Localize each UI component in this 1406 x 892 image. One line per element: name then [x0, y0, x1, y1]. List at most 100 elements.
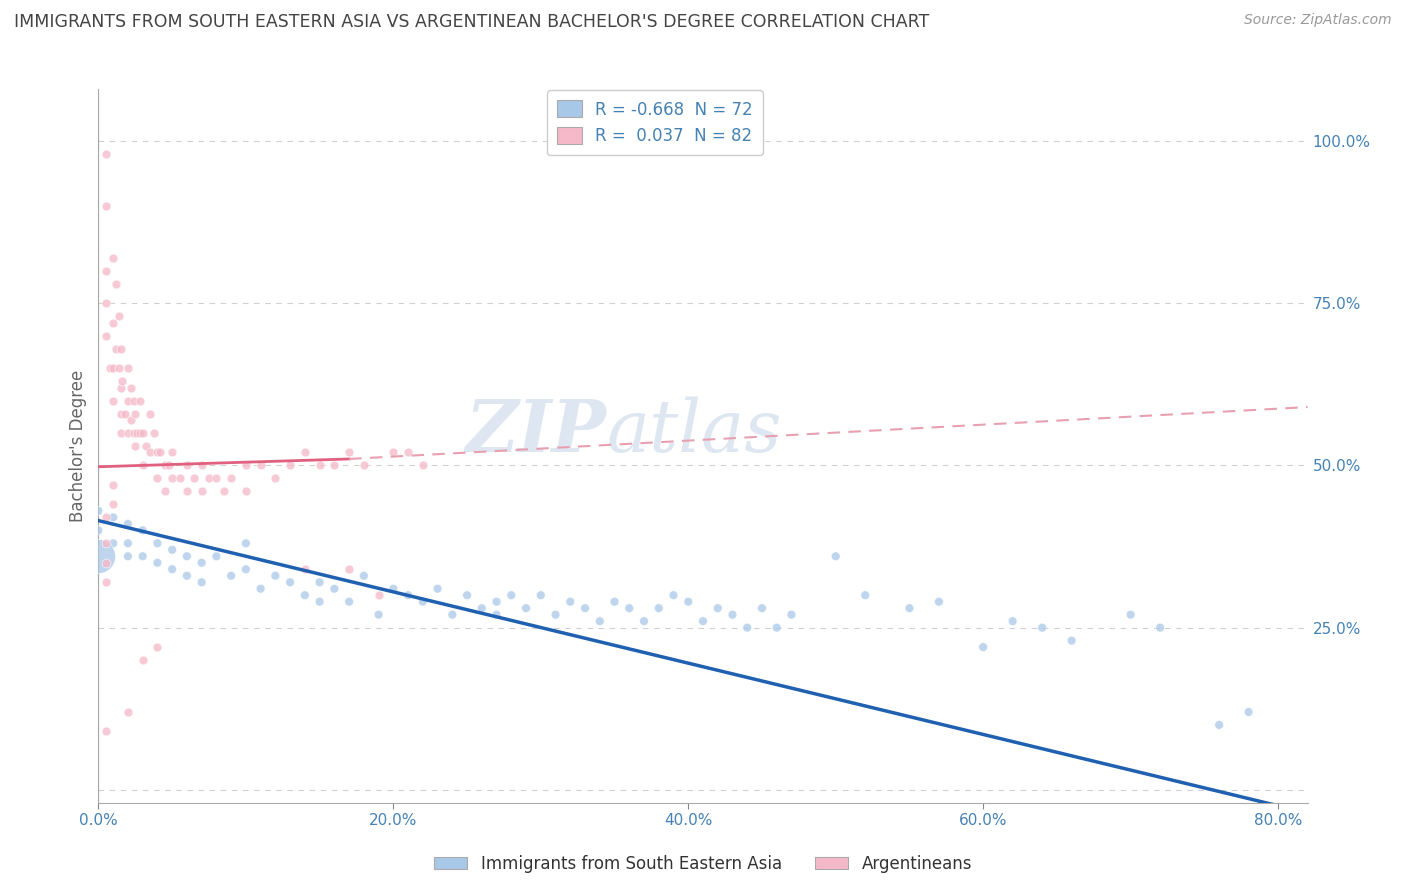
Point [353, 458, 375, 473]
Point [353, 568, 375, 582]
Point [124, 407, 146, 421]
Point [574, 601, 596, 615]
Point [94, 264, 117, 278]
Point [485, 607, 508, 622]
Point [108, 361, 131, 376]
Point [117, 705, 139, 719]
Point [678, 595, 700, 609]
Point [117, 549, 139, 564]
Point [131, 524, 153, 538]
Text: ZIP: ZIP [465, 396, 606, 467]
Point [176, 568, 198, 582]
Point [294, 588, 316, 602]
Point [367, 607, 389, 622]
Point [176, 484, 198, 499]
Text: atlas: atlas [606, 396, 782, 467]
Point [928, 595, 950, 609]
Point [219, 568, 242, 582]
Point [972, 640, 994, 654]
Point [589, 614, 612, 628]
Point [94, 556, 117, 570]
Point [117, 393, 139, 408]
Point [308, 595, 330, 609]
Point [131, 458, 153, 473]
Point [110, 381, 132, 395]
Point [117, 536, 139, 550]
Point [337, 595, 360, 609]
Point [101, 316, 124, 330]
Point [501, 588, 523, 602]
Point [101, 478, 124, 492]
Point [1208, 718, 1230, 732]
Point [146, 445, 169, 459]
Point [117, 516, 139, 531]
Point [1119, 607, 1142, 622]
Point [382, 582, 405, 596]
Point [128, 393, 150, 408]
Point [1031, 621, 1053, 635]
Point [205, 549, 228, 564]
Point [1001, 614, 1024, 628]
Point [94, 328, 117, 343]
Point [146, 640, 169, 654]
Point [235, 484, 257, 499]
Point [471, 601, 494, 615]
Point [396, 445, 419, 459]
Point [190, 484, 212, 499]
Point [146, 471, 169, 485]
Point [190, 458, 212, 473]
Point [249, 458, 271, 473]
Point [146, 556, 169, 570]
Point [139, 407, 162, 421]
Point [131, 653, 153, 667]
Point [111, 374, 134, 388]
Text: IMMIGRANTS FROM SOUTH EASTERN ASIA VS ARGENTINEAN BACHELOR'S DEGREE CORRELATION : IMMIGRANTS FROM SOUTH EASTERN ASIA VS AR… [14, 13, 929, 31]
Point [183, 471, 205, 485]
Point [898, 601, 921, 615]
Point [603, 595, 626, 609]
Point [94, 510, 117, 524]
Point [765, 621, 787, 635]
Point [87, 524, 110, 538]
Point [853, 588, 876, 602]
Point [560, 595, 582, 609]
Point [135, 439, 157, 453]
Point [94, 724, 117, 739]
Point [94, 536, 117, 550]
Point [515, 601, 537, 615]
Point [101, 393, 124, 408]
Point [101, 510, 124, 524]
Point [294, 562, 316, 576]
Point [94, 147, 117, 161]
Point [160, 445, 183, 459]
Point [128, 425, 150, 440]
Point [94, 199, 117, 213]
Point [219, 471, 242, 485]
Point [212, 484, 235, 499]
Point [124, 439, 146, 453]
Point [117, 361, 139, 376]
Point [105, 277, 128, 291]
Point [662, 588, 685, 602]
Point [648, 601, 671, 615]
Point [131, 549, 153, 564]
Point [692, 614, 714, 628]
Point [264, 568, 287, 582]
Point [264, 471, 287, 485]
Point [149, 445, 172, 459]
Point [117, 425, 139, 440]
Point [101, 251, 124, 265]
Point [98, 361, 121, 376]
Point [190, 556, 212, 570]
Point [160, 562, 183, 576]
Point [396, 588, 419, 602]
Point [337, 445, 360, 459]
Point [323, 582, 346, 596]
Point [294, 445, 316, 459]
Point [235, 562, 257, 576]
Point [337, 562, 360, 576]
Point [160, 542, 183, 557]
Point [176, 458, 198, 473]
Point [105, 342, 128, 356]
Point [94, 296, 117, 310]
